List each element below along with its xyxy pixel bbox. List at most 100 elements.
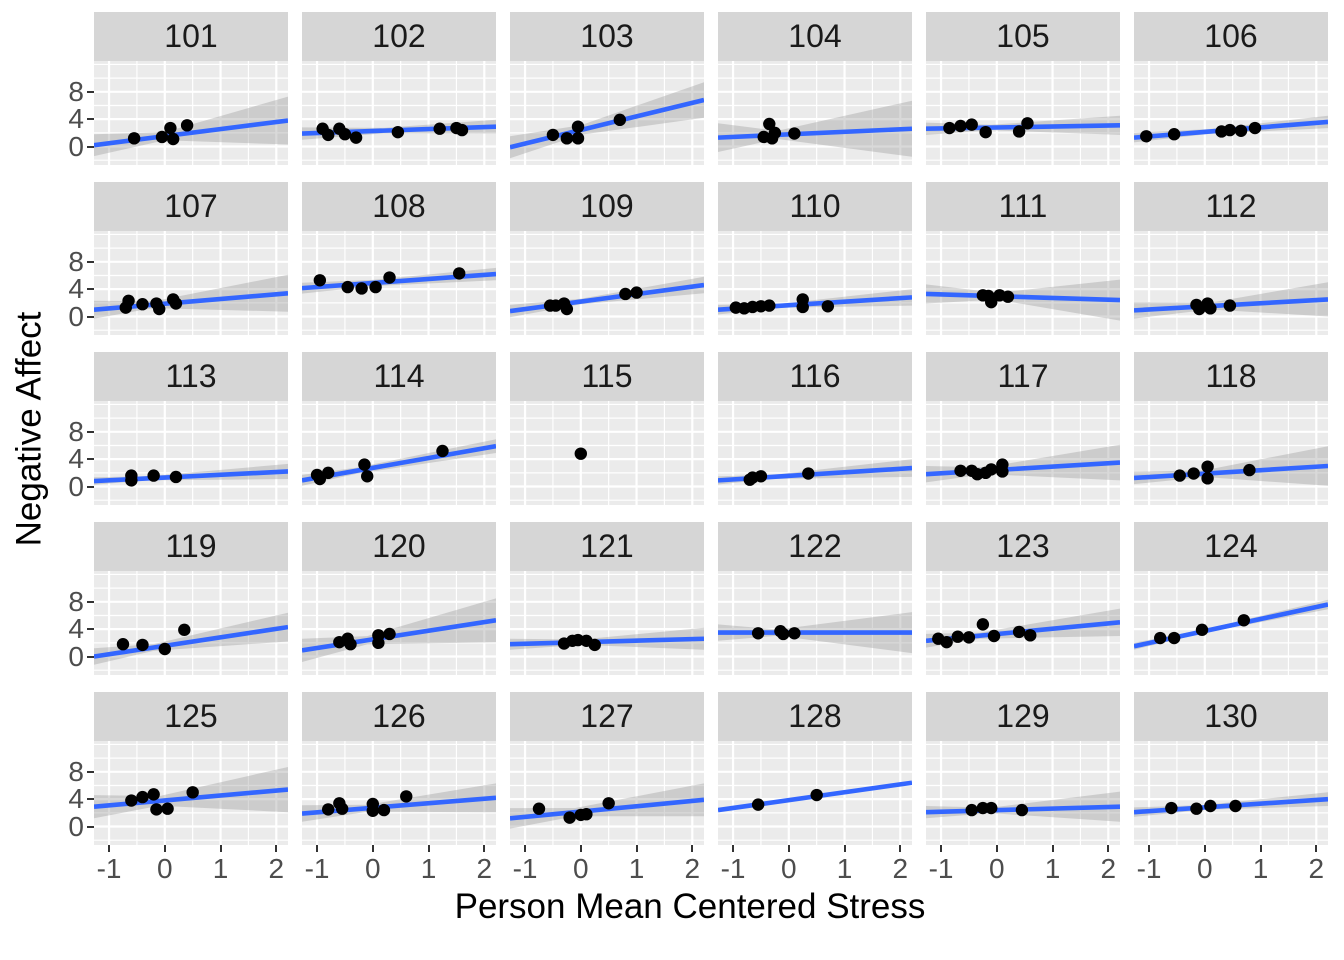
regression-line [510, 282, 704, 314]
facet-plot [94, 231, 288, 335]
data-point [754, 470, 768, 483]
facet-panel-122: 122 [718, 522, 912, 675]
y-axis-title: Negative Affect [9, 311, 48, 546]
facet-panel-106: 106 [1134, 12, 1328, 165]
x-tick-label: 0 [365, 853, 381, 884]
data-point [580, 808, 593, 821]
regression-line [302, 795, 496, 816]
facet-strip-label: 127 [510, 692, 704, 741]
data-point [127, 132, 141, 145]
facet-panel-127: 127 [510, 692, 704, 845]
data-point [619, 287, 632, 301]
x-tick-mark [579, 845, 582, 852]
facet-plot [1134, 741, 1328, 845]
data-point [1195, 623, 1209, 637]
data-point [1204, 302, 1217, 315]
x-tick-label: -1 [96, 853, 122, 884]
data-point [1154, 631, 1167, 645]
data-point [546, 128, 560, 142]
x-tick-mark [1203, 845, 1206, 852]
regression-line [1134, 463, 1328, 481]
y-tick-label: 0 [68, 640, 84, 672]
facet-panel-125: 125 [94, 692, 288, 845]
facet-strip-label: 112 [1134, 182, 1328, 231]
y-tick-mark [87, 260, 94, 263]
data-point [1187, 467, 1200, 480]
x-tick-mark [316, 845, 319, 852]
x-tick-label: 1 [420, 853, 437, 884]
data-point [322, 803, 335, 816]
x-tick-mark [275, 845, 278, 852]
data-point [1229, 799, 1242, 813]
facet-plot [94, 741, 288, 845]
y-tick-label: 8 [68, 415, 84, 447]
data-point [180, 119, 194, 132]
data-point [954, 464, 967, 477]
data-point [951, 630, 964, 643]
facet-strip-label: 129 [926, 692, 1120, 741]
facet-plot [302, 61, 496, 165]
facet-plot [510, 401, 704, 505]
data-point [433, 122, 446, 135]
data-point [161, 802, 174, 815]
facet-strip-label: 110 [718, 182, 912, 231]
data-point [810, 788, 823, 802]
x-tick-label: 0 [157, 853, 173, 884]
data-point [153, 302, 166, 316]
facet-strip-label: 106 [1134, 12, 1328, 61]
x-tick-mark [1107, 845, 1110, 852]
data-point [788, 627, 801, 640]
data-point [355, 282, 368, 295]
facet-plot [926, 231, 1120, 335]
y-tick-mark [87, 90, 94, 93]
y-tick-mark [87, 485, 94, 488]
x-tick-label: -1 [720, 853, 746, 884]
data-point [166, 132, 180, 146]
facet-panel-101: 101 [94, 12, 288, 165]
data-point [178, 623, 191, 637]
data-point [169, 297, 183, 310]
confidence-band [94, 612, 288, 665]
y-tick-mark [87, 798, 94, 801]
y-tick-label: 8 [68, 755, 84, 787]
x-tick-label: 1 [628, 853, 645, 884]
facet-panel-103: 103 [510, 12, 704, 165]
facet-strip-label: 104 [718, 12, 912, 61]
x-tick-label: -1 [1136, 853, 1162, 884]
x-tick-label: -1 [304, 853, 330, 884]
regression-line [718, 126, 912, 140]
facet-strip-label: 115 [510, 352, 704, 401]
data-point [136, 790, 149, 804]
facet-panel-111: 111 [926, 182, 1120, 335]
data-point [1024, 629, 1037, 642]
y-tick-label: 0 [68, 300, 84, 332]
x-axis-title: Person Mean Centered Stress [454, 887, 926, 926]
data-point [136, 638, 149, 652]
data-point [116, 638, 130, 651]
x-tick-label: 2 [892, 853, 909, 884]
facet-panel-121: 121 [510, 522, 704, 675]
y-tick-label: 4 [68, 273, 84, 305]
data-point [940, 635, 953, 649]
facet-panel-108: 108 [302, 182, 496, 335]
data-point [436, 444, 449, 458]
data-point [1223, 299, 1237, 312]
data-point [1223, 123, 1237, 137]
data-point [1237, 614, 1251, 627]
x-axis-spacer [52, 845, 94, 885]
regression-line [510, 636, 704, 647]
data-point [985, 463, 998, 476]
facet-panel-119: 119 [94, 522, 288, 675]
data-point [344, 638, 357, 651]
data-point [169, 470, 183, 484]
facet-plot [302, 571, 496, 675]
data-point [341, 280, 354, 294]
facet-panel-130: 130 [1134, 692, 1328, 845]
y-tick-mark [87, 628, 94, 631]
data-point [802, 467, 815, 480]
facet-plot [302, 741, 496, 845]
x-tick-label: 1 [836, 853, 853, 884]
facet-strip-label: 117 [926, 352, 1120, 401]
x-tick-label: 2 [268, 853, 285, 884]
